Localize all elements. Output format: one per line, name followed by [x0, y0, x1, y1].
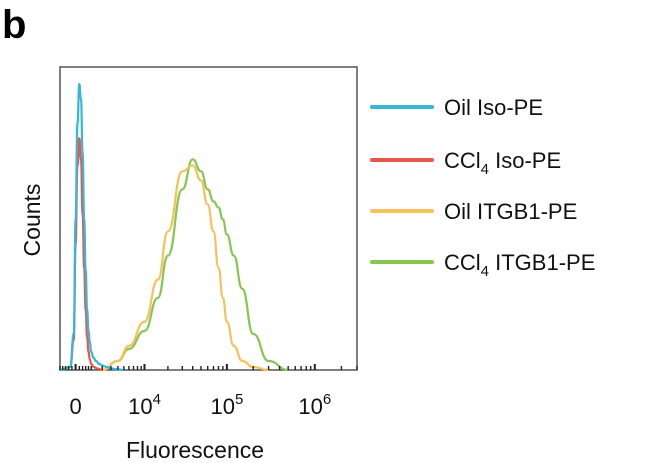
- legend-item-ccl4-itgb1-pe: CCl4 ITGB1-PE: [370, 250, 595, 280]
- x-tick-label: 105: [210, 391, 243, 419]
- series-line-ccl4-iso-pe: [59, 137, 103, 372]
- series-layer: [59, 83, 289, 372]
- legend-item-oil-itgb1-pe: Oil ITGB1-PE: [370, 199, 577, 224]
- series-line-oil-itgb1-pe: [102, 164, 269, 372]
- legend: Oil Iso-PE CCl4 Iso-PE Oil ITGB1-PE CCl4 IT…: [370, 95, 595, 280]
- legend-item-ccl4-iso-pe: CCl4 Iso-PE: [370, 148, 561, 178]
- series-line-oil-iso-pe: [59, 83, 124, 372]
- legend-label: CCl4 Iso-PE: [444, 148, 561, 178]
- x-axis-title: Fluorescence: [126, 437, 264, 463]
- legend-label: Oil ITGB1-PE: [444, 199, 577, 224]
- x-tick-labels: 0 104 105 106: [69, 391, 331, 419]
- plot-area: [59, 66, 358, 372]
- legend-label: Oil Iso-PE: [444, 95, 543, 120]
- minor-ticks: [59, 364, 358, 370]
- y-axis-title: Counts: [19, 184, 45, 257]
- plot-frame: [59, 66, 358, 371]
- legend-item-oil-iso-pe: Oil Iso-PE: [370, 95, 543, 120]
- x-tick-label: 0: [69, 394, 81, 419]
- x-tick-label: 104: [128, 391, 161, 419]
- x-tick-label: 106: [298, 391, 331, 419]
- panel-label: b: [2, 3, 26, 47]
- legend-label: CCl4 ITGB1-PE: [444, 250, 595, 280]
- series-line-ccl4-itgb1-pe: [102, 158, 289, 372]
